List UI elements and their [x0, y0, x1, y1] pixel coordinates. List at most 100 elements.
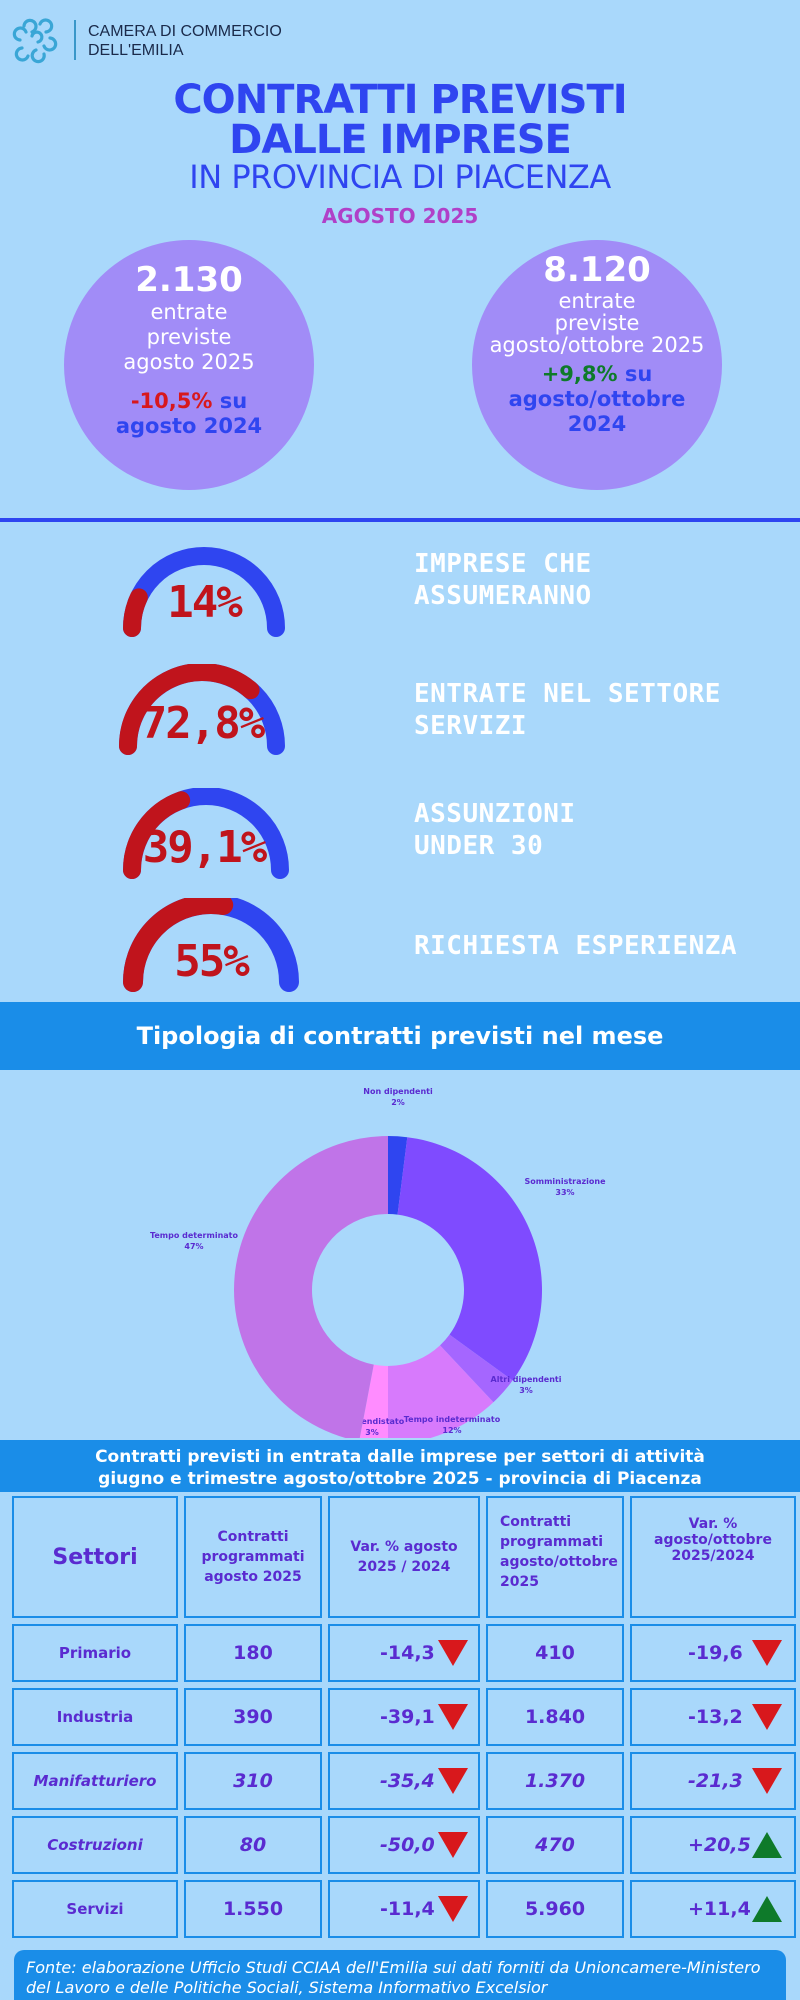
donut-slice-percent: 2% [391, 1098, 405, 1107]
gauge-imprese-assumeranno-value: 14% [167, 577, 242, 628]
table-row-var-agosto: -35,4 [328, 1752, 480, 1810]
donut-slice [388, 1345, 494, 1438]
gauge-label-line: SERVIZI [414, 711, 528, 741]
table-row-var-agosto: -39,1 [328, 1688, 480, 1746]
kpi-quarterly-label1: entrate [558, 289, 636, 313]
table-row-sector: Servizi [12, 1880, 178, 1938]
header-contratti-trimestre-text: Contratti programmati agosto/ottobre 202… [500, 1514, 618, 1590]
gauge-fill [119, 664, 260, 755]
gauge-entrate-servizi-value: 72,8% [140, 698, 265, 749]
donut-slice-percent: 12% [442, 1426, 461, 1435]
table-row-var-agosto-text: -50,0 [380, 1834, 435, 1856]
triangle-down-icon [438, 1896, 468, 1922]
kpi-quarterly-label2: previste [554, 311, 640, 335]
table-row-contratti-trimestre: 410 [486, 1624, 624, 1682]
table-row-sector-text: Industria [56, 1708, 134, 1726]
sector-table-heading-line1: Contratti previsti in entrata dalle impr… [95, 1447, 705, 1467]
sector-table-heading-line2: giugno e trimestre agosto/ottobre 2025 -… [98, 1469, 702, 1489]
gauge-fill [123, 588, 148, 637]
table-row-var-agosto-text: -35,4 [380, 1770, 435, 1792]
org-name: CAMERA DI COMMERCIO DELL'EMILIA [88, 22, 282, 60]
table-row-contratti-agosto-text: 1.550 [222, 1898, 284, 1920]
kpi-monthly-var-text: su [212, 389, 248, 413]
logo-divider [74, 20, 76, 60]
header-settori-text: Settori [52, 1544, 138, 1570]
kpi-quarterly-value: 8.120 [543, 250, 651, 290]
table-row-contratti-agosto-text: 390 [233, 1706, 273, 1728]
donut-slice-label: Apprendistato [340, 1417, 405, 1426]
gauge-esperienza-label: RICHIESTA ESPERIENZA [414, 930, 737, 962]
header-contratti-trimestre: Contratti programmati agosto/ottobre 202… [486, 1496, 624, 1618]
donut-slice [397, 1137, 542, 1381]
header-contratti-agosto: Contratti programmati agosto 2025 [184, 1496, 322, 1618]
table-row-sector: Costruzioni [12, 1816, 178, 1874]
gauge-under-30-value: 39,1% [142, 822, 267, 873]
page-title-line1: CONTRATTI PREVISTI [173, 77, 627, 123]
table-row-contratti-agosto: 310 [184, 1752, 322, 1810]
triangle-down-icon [438, 1640, 468, 1666]
table-row-var-agosto-text: -14,3 [380, 1642, 435, 1664]
table-row-sector: Manifatturiero [12, 1752, 178, 1810]
table-row-contratti-trimestre: 1.840 [486, 1688, 624, 1746]
kpi-monthly-label3: agosto 2025 [123, 350, 255, 374]
table-row-contratti-trimestre: 470 [486, 1816, 624, 1874]
gauge-label-line: ASSUMERANNO [414, 581, 592, 611]
table-row-sector-text: Servizi [66, 1900, 124, 1918]
org-name-line2: DELL'EMILIA [88, 42, 184, 59]
kpi-monthly-var-ref: agosto 2024 [115, 414, 263, 438]
donut-slice-percent: 33% [555, 1188, 574, 1197]
table-row-contratti-agosto-text: 80 [239, 1834, 267, 1856]
gauge-entrate-servizi-label: ENTRATE NEL SETTORE SERVIZI [414, 678, 721, 742]
table-row-sector-text: Manifatturiero [33, 1772, 157, 1790]
kpi-circle-monthly: 2.130 entrate previste agosto 2025 -10,5… [64, 240, 314, 490]
triangle-down-icon [752, 1768, 782, 1794]
source-note: Fonte: elaborazione Ufficio Studi CCIAA … [14, 1950, 786, 2000]
contract-types-donut-chart: Non dipendenti 2% Somministrazione 33% Altri… [150, 1087, 606, 1438]
table-row-sector-text: Primario [58, 1644, 132, 1662]
kpi-monthly-value: 2.130 [135, 260, 243, 300]
header-var-trimestre-text: Var. % agosto/ottobre 2025/2024 [654, 1516, 772, 1564]
table-row-var-trimestre-text: -19,6 [688, 1642, 743, 1664]
table-row-sector: Primario [12, 1624, 178, 1682]
header-var-agosto-text: Var. % agosto 2025 / 2024 [350, 1539, 458, 1575]
kpi-quarterly-var-value: +9,8% [541, 362, 618, 386]
kpi-monthly-label2: previste [146, 325, 232, 349]
gauge-imprese-assumeranno-label: IMPRESE CHE ASSUMERANNO [414, 548, 592, 612]
table-row-contratti-agosto-text: 310 [233, 1770, 273, 1792]
chamber-logo-icon [12, 18, 58, 64]
table-row-contratti-trimestre-text: 1.370 [524, 1770, 586, 1792]
table-row-var-agosto: -14,3 [328, 1624, 480, 1682]
gauge-esperienza-value: 55% [174, 936, 249, 987]
triangle-down-icon [752, 1704, 782, 1730]
triangle-down-icon [438, 1768, 468, 1794]
table-row-var-agosto-text: -39,1 [380, 1706, 435, 1728]
table-row-contratti-agosto: 390 [184, 1688, 322, 1746]
contract-types-heading: Tipologia di contratti previsti nel mese [0, 1002, 800, 1070]
gauge-label-line: IMPRESE CHE [414, 549, 592, 579]
table-row-contratti-trimestre-text: 5.960 [524, 1898, 586, 1920]
table-row-contratti-agosto-text: 180 [233, 1642, 273, 1664]
gauge-label-line: UNDER 30 [414, 831, 544, 861]
source-note-line2: del Lavoro e delle Politiche Sociali, Si… [26, 1978, 548, 1997]
table-row-var-trimestre: +20,5 [630, 1816, 796, 1874]
gauge-label-line: RICHIESTA ESPERIENZA [414, 931, 738, 961]
gauge-under-30 [123, 788, 289, 879]
table-row-var-trimestre-text: +20,5 [688, 1834, 751, 1856]
triangle-down-icon [752, 1640, 782, 1666]
header-var-trimestre: Var. % agosto/ottobre 2025/2024 [630, 1496, 796, 1618]
page-title-line2: DALLE IMPRESE [229, 117, 572, 163]
triangle-up-icon [752, 1896, 782, 1922]
kpi-monthly-var-value: -10,5% [130, 389, 213, 413]
table-row-contratti-agosto: 80 [184, 1816, 322, 1874]
sector-table-heading: Contratti previsti in entrata dalle impr… [0, 1440, 800, 1492]
donut-slice-label: Tempo indeterminato [404, 1415, 501, 1424]
gauge-under-30-label: ASSUNZIONI UNDER 30 [414, 798, 576, 862]
header-var-agosto: Var. % agosto 2025 / 2024 [328, 1496, 480, 1618]
donut-slice-label: Tempo determinato [150, 1231, 239, 1240]
gauge-label-line: ENTRATE NEL SETTORE [414, 679, 721, 709]
kpi-quarterly-var-ref1: agosto/ottobre [508, 387, 686, 411]
donut-slice-percent: 3% [519, 1386, 533, 1395]
gauge-label-line: ASSUNZIONI [414, 799, 576, 829]
kpi-quarterly-variation: +9,8% su [472, 362, 722, 387]
triangle-up-icon [752, 1832, 782, 1858]
